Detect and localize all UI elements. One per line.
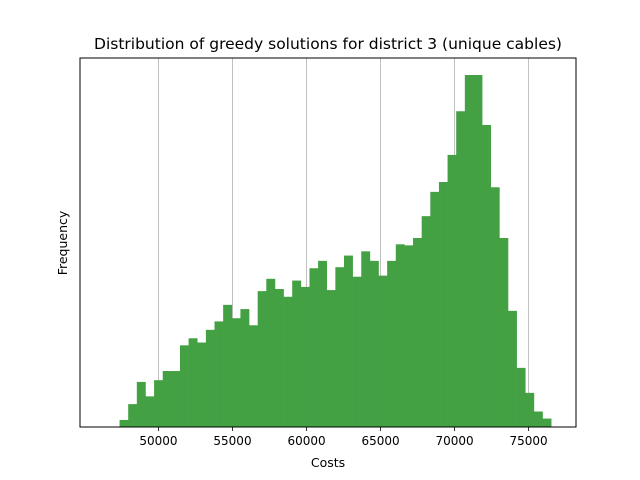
histogram-bar	[309, 268, 319, 427]
histogram-bar	[447, 154, 457, 428]
histogram-bar	[387, 260, 397, 427]
histogram-bar	[507, 310, 517, 427]
histogram-bars	[119, 75, 552, 428]
histogram-bar	[533, 411, 543, 427]
histogram-bar	[361, 251, 371, 427]
histogram-bar	[283, 296, 293, 427]
histogram-bar	[274, 289, 284, 427]
histogram-bar	[231, 318, 241, 427]
x-axis-ticks: 50000 55000 60000 65000 70000 75000	[139, 427, 548, 448]
histogram-bar	[249, 325, 258, 427]
histogram-bar	[179, 345, 189, 427]
histogram-bar	[456, 111, 466, 428]
histogram-bar	[335, 267, 345, 427]
histogram-bar	[352, 276, 362, 427]
x-tick-label: 70000	[435, 434, 473, 448]
x-tick-label: 75000	[510, 434, 548, 448]
histogram-bar	[421, 216, 431, 427]
x-tick-label: 55000	[213, 434, 251, 448]
histogram-bar	[223, 304, 233, 427]
histogram-bar	[413, 237, 422, 427]
histogram-bar	[369, 260, 379, 427]
histogram-bar	[145, 396, 155, 427]
x-tick-label: 50000	[139, 434, 177, 448]
histogram-bar	[404, 245, 414, 427]
x-tick-label: 60000	[287, 434, 325, 448]
histogram-bar	[318, 260, 328, 427]
histogram-bar	[438, 182, 448, 427]
histogram-bar	[482, 124, 492, 427]
histogram-bar	[214, 321, 224, 427]
plot-frame	[79, 57, 577, 428]
histogram-bar	[205, 329, 215, 427]
chart-title: Distribution of greedy solutions for dis…	[94, 35, 562, 53]
histogram-bar	[464, 75, 474, 427]
histogram-bar	[499, 237, 509, 427]
histogram-bar	[154, 380, 164, 427]
histogram-bar	[197, 342, 207, 427]
histogram-bar	[119, 419, 129, 427]
histogram-bar	[395, 244, 405, 427]
histogram-bar	[171, 371, 181, 427]
histogram-bar	[300, 286, 310, 427]
histogram-bar	[473, 75, 483, 427]
histogram-bar	[162, 371, 172, 427]
histogram-bar	[326, 290, 336, 427]
x-axis-label: Costs	[311, 455, 345, 470]
histogram-bar	[378, 275, 388, 427]
x-tick-label: 65000	[361, 434, 399, 448]
histogram-bar	[525, 392, 535, 427]
histogram-bar	[240, 309, 250, 427]
y-axis-label: Frequency	[55, 210, 70, 275]
histogram-bar	[136, 381, 146, 427]
histogram-bar	[128, 404, 138, 427]
histogram-bar	[292, 280, 302, 427]
histogram-bar	[542, 418, 552, 427]
histogram-bar	[188, 338, 198, 427]
histogram-bar	[257, 291, 267, 427]
histogram-bar	[430, 191, 440, 427]
histogram-bar	[516, 367, 526, 427]
histogram-bar	[266, 278, 276, 427]
histogram-bar	[490, 187, 500, 427]
histogram-bar	[343, 255, 353, 427]
